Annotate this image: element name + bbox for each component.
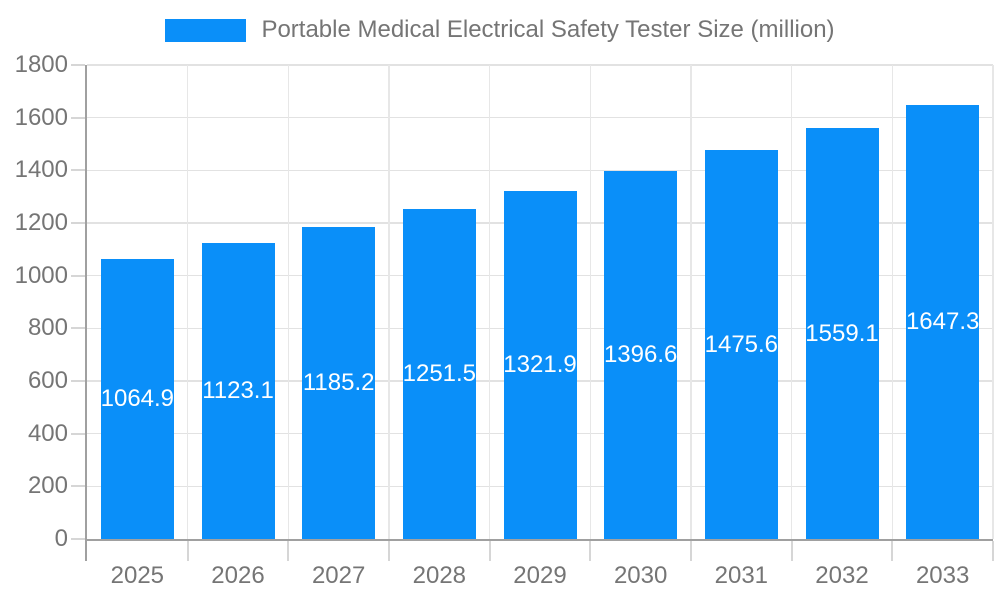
v-gridline: [186, 65, 189, 539]
v-gridline: [388, 65, 390, 539]
x-axis-label: 2033: [915, 562, 970, 589]
x-tick: [85, 541, 87, 561]
v-gridline: [891, 65, 894, 539]
y-tick: [71, 64, 85, 66]
x-tick: [992, 541, 994, 561]
x-axis-label: 2029: [513, 562, 567, 589]
bar-value-label: 1321.9: [503, 350, 577, 378]
h-gridline: [87, 64, 993, 66]
y-tick: [71, 538, 85, 540]
bar-value-label: 1064.9: [100, 384, 175, 412]
x-axis-label: 2025: [110, 562, 165, 589]
bar-value-label: 1559.1: [805, 319, 879, 347]
v-gridline: [790, 65, 793, 539]
x-tick: [287, 541, 290, 561]
plot-area: 0 200 400 600 800 1000 1200 1400 1600 1800 1064.9 2…: [15, 51, 994, 589]
x-tick: [690, 541, 692, 561]
y-tick: [71, 274, 85, 277]
legend: Portable Medical Electrical Safety Teste…: [0, 16, 1000, 44]
x-axis-label: 2026: [211, 562, 265, 589]
y-tick: [71, 169, 85, 172]
bar[interactable]: [100, 258, 174, 539]
h-gridline: [87, 116, 993, 119]
bar[interactable]: [906, 105, 980, 539]
y-tick: [71, 222, 85, 224]
bar[interactable]: [704, 150, 778, 539]
bar[interactable]: [503, 190, 577, 539]
x-tick: [790, 541, 793, 561]
v-gridline: [690, 65, 692, 539]
y-tick: [71, 327, 85, 330]
bar-value-label: 1396.6: [603, 341, 678, 369]
y-axis-label: 1800: [14, 51, 68, 78]
bar-value-label: 1647.3: [905, 308, 980, 336]
y-axis-label: 800: [27, 314, 68, 342]
bar-value-label: 1251.5: [402, 360, 477, 388]
bar[interactable]: [302, 226, 376, 539]
chart-title: Portable Medical Electrical Safety Teste…: [261, 16, 835, 43]
y-axis-label: 400: [27, 419, 68, 447]
y-axis-label: 600: [27, 367, 68, 394]
v-gridline: [589, 65, 592, 539]
v-gridline: [488, 65, 491, 539]
x-axis-label: 2032: [815, 562, 869, 589]
y-axis-label: 200: [27, 472, 68, 500]
y-axis-label: 1400: [14, 156, 68, 184]
v-gridline: [992, 65, 994, 539]
y-axis-label: 1600: [14, 103, 68, 131]
bar[interactable]: [402, 209, 476, 539]
y-axis-label: 1200: [14, 209, 68, 236]
bar[interactable]: [201, 243, 275, 539]
y-tick: [71, 380, 85, 382]
bar-value-label: 1185.2: [302, 368, 375, 396]
x-tick: [589, 541, 592, 561]
x-tick: [891, 541, 894, 561]
legend-swatch-icon: [165, 18, 247, 42]
x-axis-label: 2030: [613, 562, 668, 589]
legend-item[interactable]: Portable Medical Electrical Safety Teste…: [165, 16, 835, 44]
y-axis-label: 1000: [14, 261, 68, 289]
bar-value-label: 1475.6: [704, 330, 779, 358]
y-tick: [71, 116, 85, 119]
x-tick: [186, 541, 189, 561]
x-axis-label: 2031: [714, 562, 769, 589]
y-axis-label: 0: [54, 525, 68, 552]
x-tick: [488, 541, 491, 561]
v-gridline: [287, 65, 290, 539]
x-axis-label: 2028: [412, 562, 467, 589]
bar[interactable]: [805, 128, 879, 539]
y-tick: [71, 432, 85, 435]
bar-value-label: 1123.1: [202, 377, 274, 405]
y-tick: [71, 485, 85, 488]
x-tick: [388, 541, 390, 561]
h-gridline: [87, 169, 993, 172]
bar[interactable]: [604, 171, 678, 539]
x-axis-label: 2027: [311, 562, 366, 589]
